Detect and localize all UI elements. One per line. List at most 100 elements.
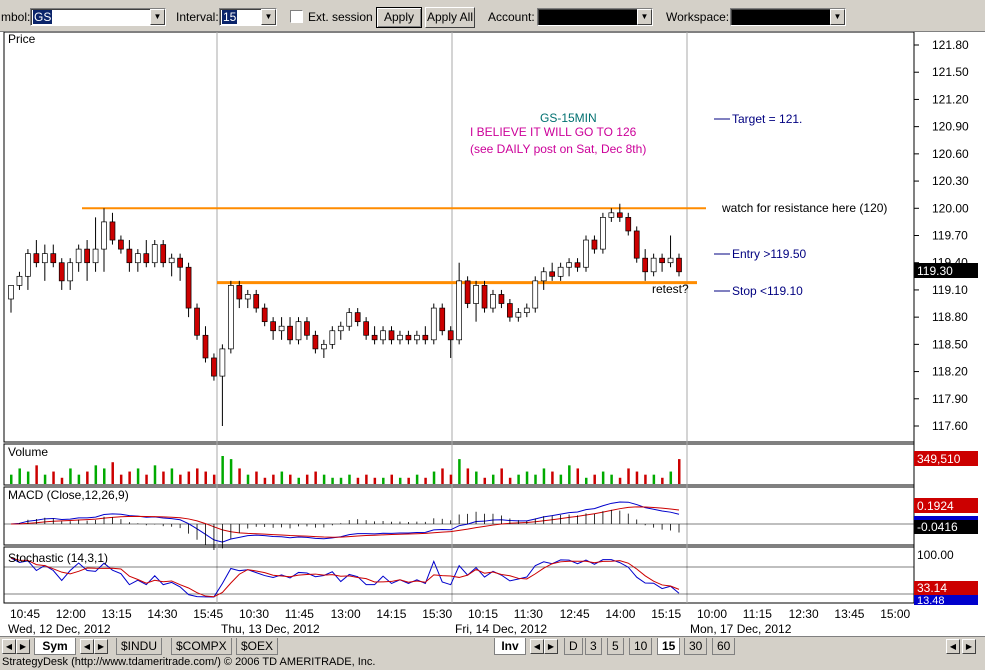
tab-interval-10[interactable]: 10 <box>629 638 653 655</box>
interval-combo[interactable]: 15 ▼ <box>219 8 277 26</box>
account-combo[interactable]: ▼ <box>537 8 653 26</box>
volume-bar <box>43 474 47 484</box>
scroll-right-icon[interactable]: ▶ <box>544 639 558 654</box>
tab-inv[interactable]: Inv <box>494 638 526 655</box>
volume-bar <box>289 474 292 484</box>
ext-session-label: Ext. session <box>308 10 373 24</box>
tab-interval-30[interactable]: 30 <box>684 638 708 655</box>
volume-bar <box>246 474 250 484</box>
scroll-left-icon[interactable]: ◀ <box>2 639 16 654</box>
tab-bar: ◀ ▶ Sym ◀ ▶ $INDU $COMPX $OEX Inv ◀ ▶ D … <box>0 636 985 656</box>
stochastic-value: 33.14 <box>917 581 947 595</box>
scroll-right-icon[interactable]: ▶ <box>962 639 976 654</box>
tab-interval-d[interactable]: D <box>564 638 583 655</box>
candle-body <box>194 307 200 336</box>
chart-area[interactable]: 121.80 121.50 121.20 120.90 120.60 120.30 120.… <box>0 32 985 636</box>
volume-bar <box>10 474 13 484</box>
tab-symbol-compx[interactable]: $COMPX <box>171 638 232 655</box>
resistance-annotation: watch for resistance here (120) <box>721 201 887 215</box>
volume-bar <box>86 471 89 484</box>
volume-bar <box>94 465 98 484</box>
price-panel-title: Price <box>8 32 36 46</box>
volume-bar <box>483 477 487 484</box>
ext-session-checkbox[interactable] <box>290 10 303 23</box>
apply-button[interactable]: Apply <box>376 7 422 28</box>
y-tick-label: 119.10 <box>932 283 968 297</box>
volume-bar <box>221 456 224 484</box>
candle-body <box>405 334 412 341</box>
entry-annotation: Entry >119.50 <box>732 247 806 261</box>
candle-body <box>625 217 632 232</box>
chevron-down-icon[interactable]: ▼ <box>261 9 276 25</box>
time-tick-label: 10:45 <box>10 607 40 621</box>
chevron-down-icon[interactable]: ▼ <box>150 9 165 25</box>
candle-body <box>244 294 251 300</box>
scroll-left-icon[interactable]: ◀ <box>530 639 544 654</box>
volume-bar <box>263 477 267 484</box>
time-tick-label: 14:00 <box>605 607 635 621</box>
chevron-down-icon[interactable]: ▼ <box>637 9 652 25</box>
tab-symbol-indu[interactable]: $INDU <box>116 638 163 655</box>
y-axis: 121.80 121.50 121.20 120.90 120.60 120.30 120.… <box>914 38 969 433</box>
candle-body <box>33 253 40 264</box>
tab-interval-3[interactable]: 3 <box>585 638 602 655</box>
candle-body <box>507 303 513 318</box>
volume-bar <box>542 468 546 484</box>
scroll-left-icon[interactable]: ◀ <box>946 639 960 654</box>
candle-body <box>151 244 158 264</box>
volume-bar <box>128 471 131 484</box>
candle-body <box>67 262 74 282</box>
tab-sym[interactable]: Sym <box>34 638 76 655</box>
volume-bar <box>119 474 123 484</box>
candle-body <box>642 257 649 273</box>
workspace-combo[interactable]: ▼ <box>730 8 846 26</box>
tab-interval-60[interactable]: 60 <box>712 638 736 655</box>
volume-bar <box>610 474 613 484</box>
volume-bar <box>162 471 165 484</box>
volume-bar <box>35 465 38 484</box>
candle-body <box>481 285 488 309</box>
volume-bar <box>255 471 258 484</box>
tab-interval-15[interactable]: 15 <box>657 638 681 655</box>
volume-bar <box>584 477 588 484</box>
volume-bar <box>382 477 385 484</box>
tab-interval-5[interactable]: 5 <box>607 638 624 655</box>
tab-symbol-oex[interactable]: $OEX <box>236 638 279 655</box>
volume-bar <box>170 468 174 484</box>
time-tick-label: 13:15 <box>102 607 132 621</box>
toolbar: mbol: GS ▼ Interval: 15 ▼ Ext. session A… <box>0 0 985 32</box>
scroll-right-icon[interactable]: ▶ <box>16 639 30 654</box>
candle-body <box>118 239 124 250</box>
candle-body <box>354 312 361 323</box>
chart-svg[interactable]: 121.80 121.50 121.20 120.90 120.60 120.30 120.… <box>0 32 985 636</box>
candle-body <box>236 285 243 300</box>
volume-bar <box>314 471 317 484</box>
candle-body <box>177 257 183 268</box>
price-panel[interactable] <box>3 32 915 443</box>
volume-bar <box>432 471 436 484</box>
candle-body <box>211 357 217 377</box>
candle-body <box>397 334 403 341</box>
candle-body <box>447 330 454 341</box>
account-label: Account: <box>488 10 535 24</box>
time-tick-label: 10:00 <box>697 607 727 621</box>
day-separators <box>216 32 688 603</box>
symbol-combo[interactable]: GS ▼ <box>30 8 166 26</box>
chevron-down-icon[interactable]: ▼ <box>830 9 845 25</box>
scroll-right-icon[interactable]: ▶ <box>94 639 108 654</box>
candle-body <box>566 262 572 268</box>
volume-bar <box>331 477 334 484</box>
candle-body <box>337 325 344 332</box>
candle-body <box>92 248 99 264</box>
candle-body <box>185 266 192 309</box>
stochastic-panel-title: Stochastic (14,3,1) <box>8 551 108 565</box>
macd-value-box <box>914 498 978 513</box>
stochastic-panel[interactable] <box>3 546 915 604</box>
candle-body <box>439 307 446 332</box>
apply-all-button[interactable]: Apply All <box>425 7 475 28</box>
candle-body <box>202 334 209 359</box>
volume-bar <box>187 471 191 484</box>
volume-bar <box>339 477 343 484</box>
scroll-left-icon[interactable]: ◀ <box>80 639 94 654</box>
time-tick-label: 10:30 <box>239 607 269 621</box>
